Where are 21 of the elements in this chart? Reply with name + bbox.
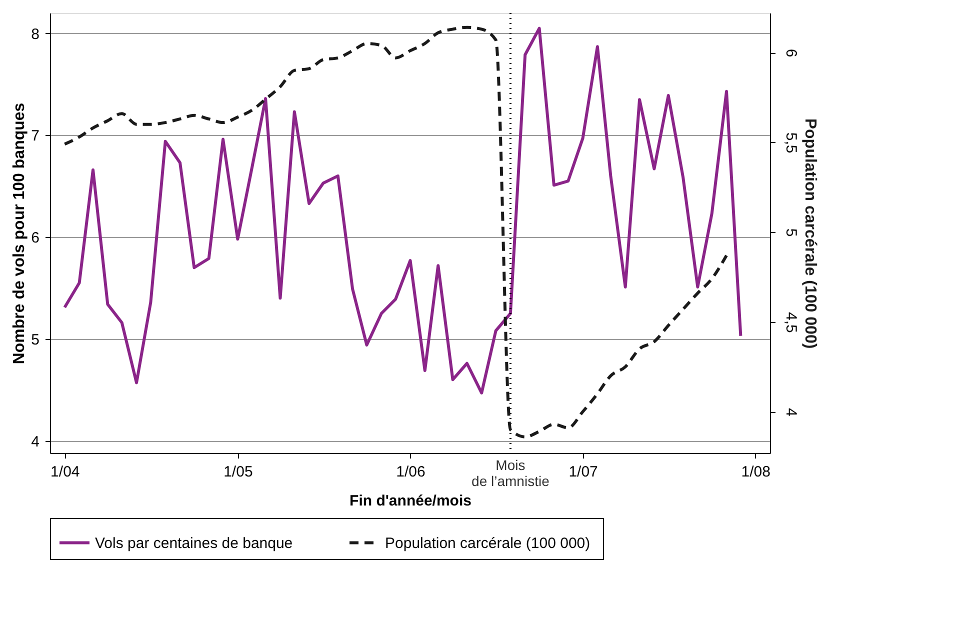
x-tick-label: 1/08 bbox=[741, 464, 770, 480]
y2-tick-label: 5 bbox=[782, 228, 800, 237]
y-tick-label: 5 bbox=[31, 331, 40, 348]
y2-tick-label: 4,5 bbox=[782, 312, 800, 333]
legend-label: Vols par centaines de banque bbox=[95, 534, 293, 552]
x-tick-label: 1/05 bbox=[224, 464, 253, 480]
y-axis-title: Nombre de vols pour 100 banques bbox=[11, 102, 28, 364]
x-tick-label: 1/07 bbox=[568, 464, 598, 480]
ref-line-label: Mois de l’amnistie bbox=[472, 457, 550, 489]
x-tick-label: 1/04 bbox=[50, 464, 80, 480]
y2-tick-label: 4 bbox=[782, 408, 800, 416]
legend-label: Population carcérale (100 000) bbox=[385, 534, 590, 552]
x-axis-title: Fin d'année/mois bbox=[350, 492, 472, 510]
y-tick-label: 4 bbox=[31, 433, 40, 450]
y2-tick-label: 5,5 bbox=[782, 132, 800, 154]
y2-tick-label: 6 bbox=[782, 48, 800, 58]
x-tick-label: 1/06 bbox=[396, 464, 426, 480]
y-tick-label: 6 bbox=[31, 230, 40, 247]
y2-axis-title: Population carcérale (100 000) bbox=[802, 118, 818, 349]
y-tick-label: 7 bbox=[31, 128, 40, 145]
y-tick-label: 8 bbox=[31, 26, 40, 43]
